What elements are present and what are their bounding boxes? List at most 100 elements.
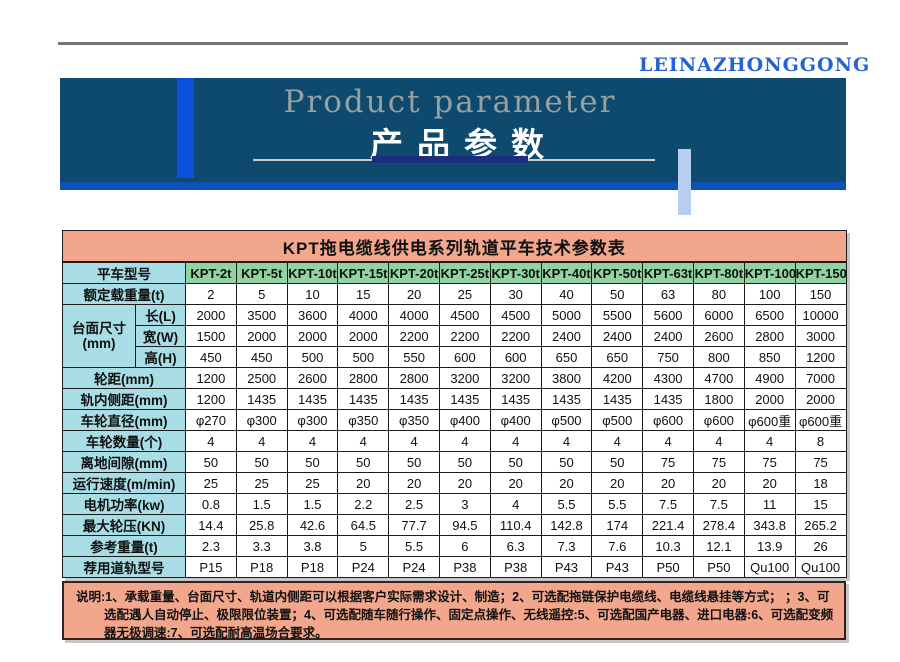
value-cell: 2000 bbox=[743, 388, 796, 410]
value-cell: P43 bbox=[591, 556, 644, 578]
value-cell: 75 bbox=[743, 451, 796, 473]
value-cell: 3.8 bbox=[286, 535, 339, 557]
value-cell: 10.3 bbox=[642, 535, 694, 557]
value-cell: 20 bbox=[743, 472, 796, 494]
model-cell: KPT-10t bbox=[286, 261, 339, 284]
value-cell: φ400 bbox=[489, 409, 542, 431]
value-cell: P50 bbox=[642, 556, 694, 578]
value-cell: 20 bbox=[489, 472, 542, 494]
value-cell: 50 bbox=[185, 451, 237, 473]
model-cell: KPT-20t bbox=[388, 261, 440, 284]
value-cell: 2000 bbox=[794, 388, 847, 410]
value-cell: 25 bbox=[235, 472, 288, 494]
value-cell: 2400 bbox=[591, 325, 644, 347]
row-label: 电机功率(kw) bbox=[62, 493, 186, 515]
value-cell: φ600重 bbox=[794, 409, 847, 431]
value-cell: 20 bbox=[438, 472, 491, 494]
value-cell: 50 bbox=[591, 451, 644, 473]
row-label: 荐用道轨型号 bbox=[62, 556, 186, 578]
value-cell: 5600 bbox=[642, 304, 694, 326]
value-cell: 450 bbox=[235, 346, 288, 368]
value-cell: 15 bbox=[794, 493, 847, 515]
value-cell: 20 bbox=[692, 472, 745, 494]
value-cell: 4 bbox=[286, 430, 339, 452]
table-row: 车轮数量(个) 4 4 4 4 4 4 4 4 4 4 4 4 8 bbox=[62, 430, 847, 452]
value-cell: 2600 bbox=[286, 367, 339, 389]
value-cell: P24 bbox=[337, 556, 390, 578]
value-cell: 42.6 bbox=[286, 514, 339, 536]
value-cell: 221.4 bbox=[642, 514, 694, 536]
value-cell: φ500 bbox=[591, 409, 644, 431]
table-row: 参考重量(t) 2.3 3.3 3.8 5 5.5 6 6.3 7.3 7.6 10.3 12.1 13… bbox=[62, 535, 847, 557]
value-cell: 4 bbox=[743, 430, 796, 452]
value-cell: φ270 bbox=[185, 409, 237, 431]
header-divider-line bbox=[58, 42, 848, 45]
value-cell: 1435 bbox=[540, 388, 593, 410]
value-cell: 3600 bbox=[286, 304, 339, 326]
value-cell: 1435 bbox=[489, 388, 542, 410]
model-cell: KPT-100t bbox=[743, 261, 796, 284]
value-cell: 265.2 bbox=[794, 514, 847, 536]
value-cell: 50 bbox=[540, 451, 593, 473]
value-cell: 1435 bbox=[438, 388, 491, 410]
table-row: 荐用道轨型号 P15 P18 P18 P24 P24 P38 P38 P43 P43 P50 P50 Q… bbox=[62, 556, 847, 578]
value-cell: φ500 bbox=[540, 409, 593, 431]
value-cell: P38 bbox=[438, 556, 491, 578]
model-cell: KPT-150t bbox=[794, 261, 847, 284]
value-cell: 4000 bbox=[388, 304, 440, 326]
value-cell: 12.1 bbox=[692, 535, 745, 557]
value-cell: 600 bbox=[489, 346, 542, 368]
value-cell: 2000 bbox=[337, 325, 390, 347]
value-cell: 75 bbox=[794, 451, 847, 473]
sub-row-label: 宽(W) bbox=[135, 325, 186, 347]
value-cell: φ600 bbox=[642, 409, 694, 431]
value-cell: 1500 bbox=[185, 325, 237, 347]
value-cell: P18 bbox=[286, 556, 339, 578]
table-row: 轮距(mm) 1200 2500 2600 2800 2800 3200 3200 3800 42… bbox=[62, 367, 847, 389]
value-cell: 20 bbox=[388, 283, 440, 305]
value-cell: 20 bbox=[642, 472, 694, 494]
value-cell: 4500 bbox=[438, 304, 491, 326]
value-cell: 25 bbox=[438, 283, 491, 305]
row-label: 额定载重量(t) bbox=[62, 283, 186, 305]
row-label: 平车型号 bbox=[62, 261, 186, 284]
value-cell: 20 bbox=[591, 472, 644, 494]
parameter-table: KPT拖电缆线供电系列轨道平车技术参数表 平车型号 KPT-2t KPT-5t KPT-… bbox=[62, 230, 847, 578]
value-cell: 50 bbox=[286, 451, 339, 473]
value-cell: 2200 bbox=[388, 325, 440, 347]
value-cell: 20 bbox=[540, 472, 593, 494]
value-cell: 4300 bbox=[642, 367, 694, 389]
value-cell: 4 bbox=[185, 430, 237, 452]
value-cell: 7.6 bbox=[591, 535, 644, 557]
value-cell: 5.5 bbox=[591, 493, 644, 515]
value-cell: 600 bbox=[438, 346, 491, 368]
value-cell: 2600 bbox=[692, 325, 745, 347]
value-cell: 4 bbox=[388, 430, 440, 452]
value-cell: φ400 bbox=[438, 409, 491, 431]
row-label: 运行速度(m/min) bbox=[62, 472, 186, 494]
row-label: 最大轮压(KN) bbox=[62, 514, 186, 536]
value-cell: 4 bbox=[591, 430, 644, 452]
row-label: 轨内侧距(mm) bbox=[62, 388, 186, 410]
value-cell: 5 bbox=[337, 535, 390, 557]
value-cell: 2400 bbox=[540, 325, 593, 347]
value-cell: 7.5 bbox=[642, 493, 694, 515]
model-cell: KPT-40t bbox=[540, 261, 593, 284]
company-logo: LEINAZHONGGONG bbox=[615, 52, 869, 78]
sub-row-label: 高(H) bbox=[135, 346, 186, 368]
value-cell: 1200 bbox=[185, 367, 237, 389]
model-cell: KPT-50t bbox=[591, 261, 644, 284]
value-cell: P18 bbox=[235, 556, 288, 578]
value-cell: 174 bbox=[591, 514, 644, 536]
value-cell: P38 bbox=[489, 556, 542, 578]
value-cell: Qu100 bbox=[794, 556, 847, 578]
group-row-label: 台面尺寸 (mm) bbox=[62, 304, 136, 368]
value-cell: 500 bbox=[286, 346, 339, 368]
table-row: 运行速度(m/min) 25 25 25 20 20 20 20 20 20 20 20 20 18 bbox=[62, 472, 847, 494]
value-cell: P15 bbox=[185, 556, 237, 578]
table-row: 离地间隙(mm) 50 50 50 50 50 50 50 50 50 75 75 75 75 bbox=[62, 451, 847, 473]
value-cell: 18 bbox=[794, 472, 847, 494]
value-cell: 1800 bbox=[692, 388, 745, 410]
value-cell: 2200 bbox=[438, 325, 491, 347]
value-cell: P43 bbox=[540, 556, 593, 578]
